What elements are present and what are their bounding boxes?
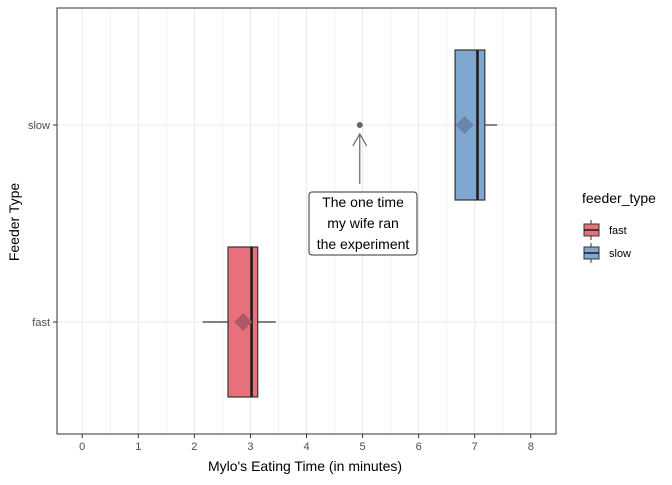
legend-title: feeder_type [582,190,656,206]
legend-label-slow: slow [609,248,631,260]
legend: feeder_type fast slow [582,190,656,263]
annotation-line: The one time [322,194,404,210]
annotation-layer: The one time my wife ran the experiment [308,132,418,256]
legend-label-fast: fast [609,225,627,237]
x-tick-label: 6 [416,441,422,453]
x-tick-label: 8 [528,441,534,453]
x-axis-title: Mylo's Eating Time (in minutes) [208,458,402,474]
box-slow [356,49,498,201]
annotation-line: my wife ran [327,215,399,231]
x-tick-label: 4 [303,441,309,453]
x-tick-label: 1 [135,441,141,453]
x-tick-label: 7 [472,441,478,453]
box-layer [202,49,498,398]
axis-layer: 0 1 2 3 4 5 6 7 8 fast slow [28,120,534,453]
outlier-point [356,122,363,128]
x-tick-label: 5 [360,441,366,453]
mean-diamond [234,313,253,331]
y-tick-label: slow [28,120,50,132]
x-tick-label: 0 [79,441,85,453]
mean-diamond [455,116,474,134]
annotation-line: the experiment [317,236,410,252]
y-axis-title: Feeder Type [6,183,22,262]
annotation-box [308,191,418,256]
x-tick-label: 2 [191,441,197,453]
x-tick-label: 3 [247,441,253,453]
y-tick-label: fast [32,317,50,329]
annotation-arrow-head [352,132,368,147]
box-fast [202,246,276,398]
